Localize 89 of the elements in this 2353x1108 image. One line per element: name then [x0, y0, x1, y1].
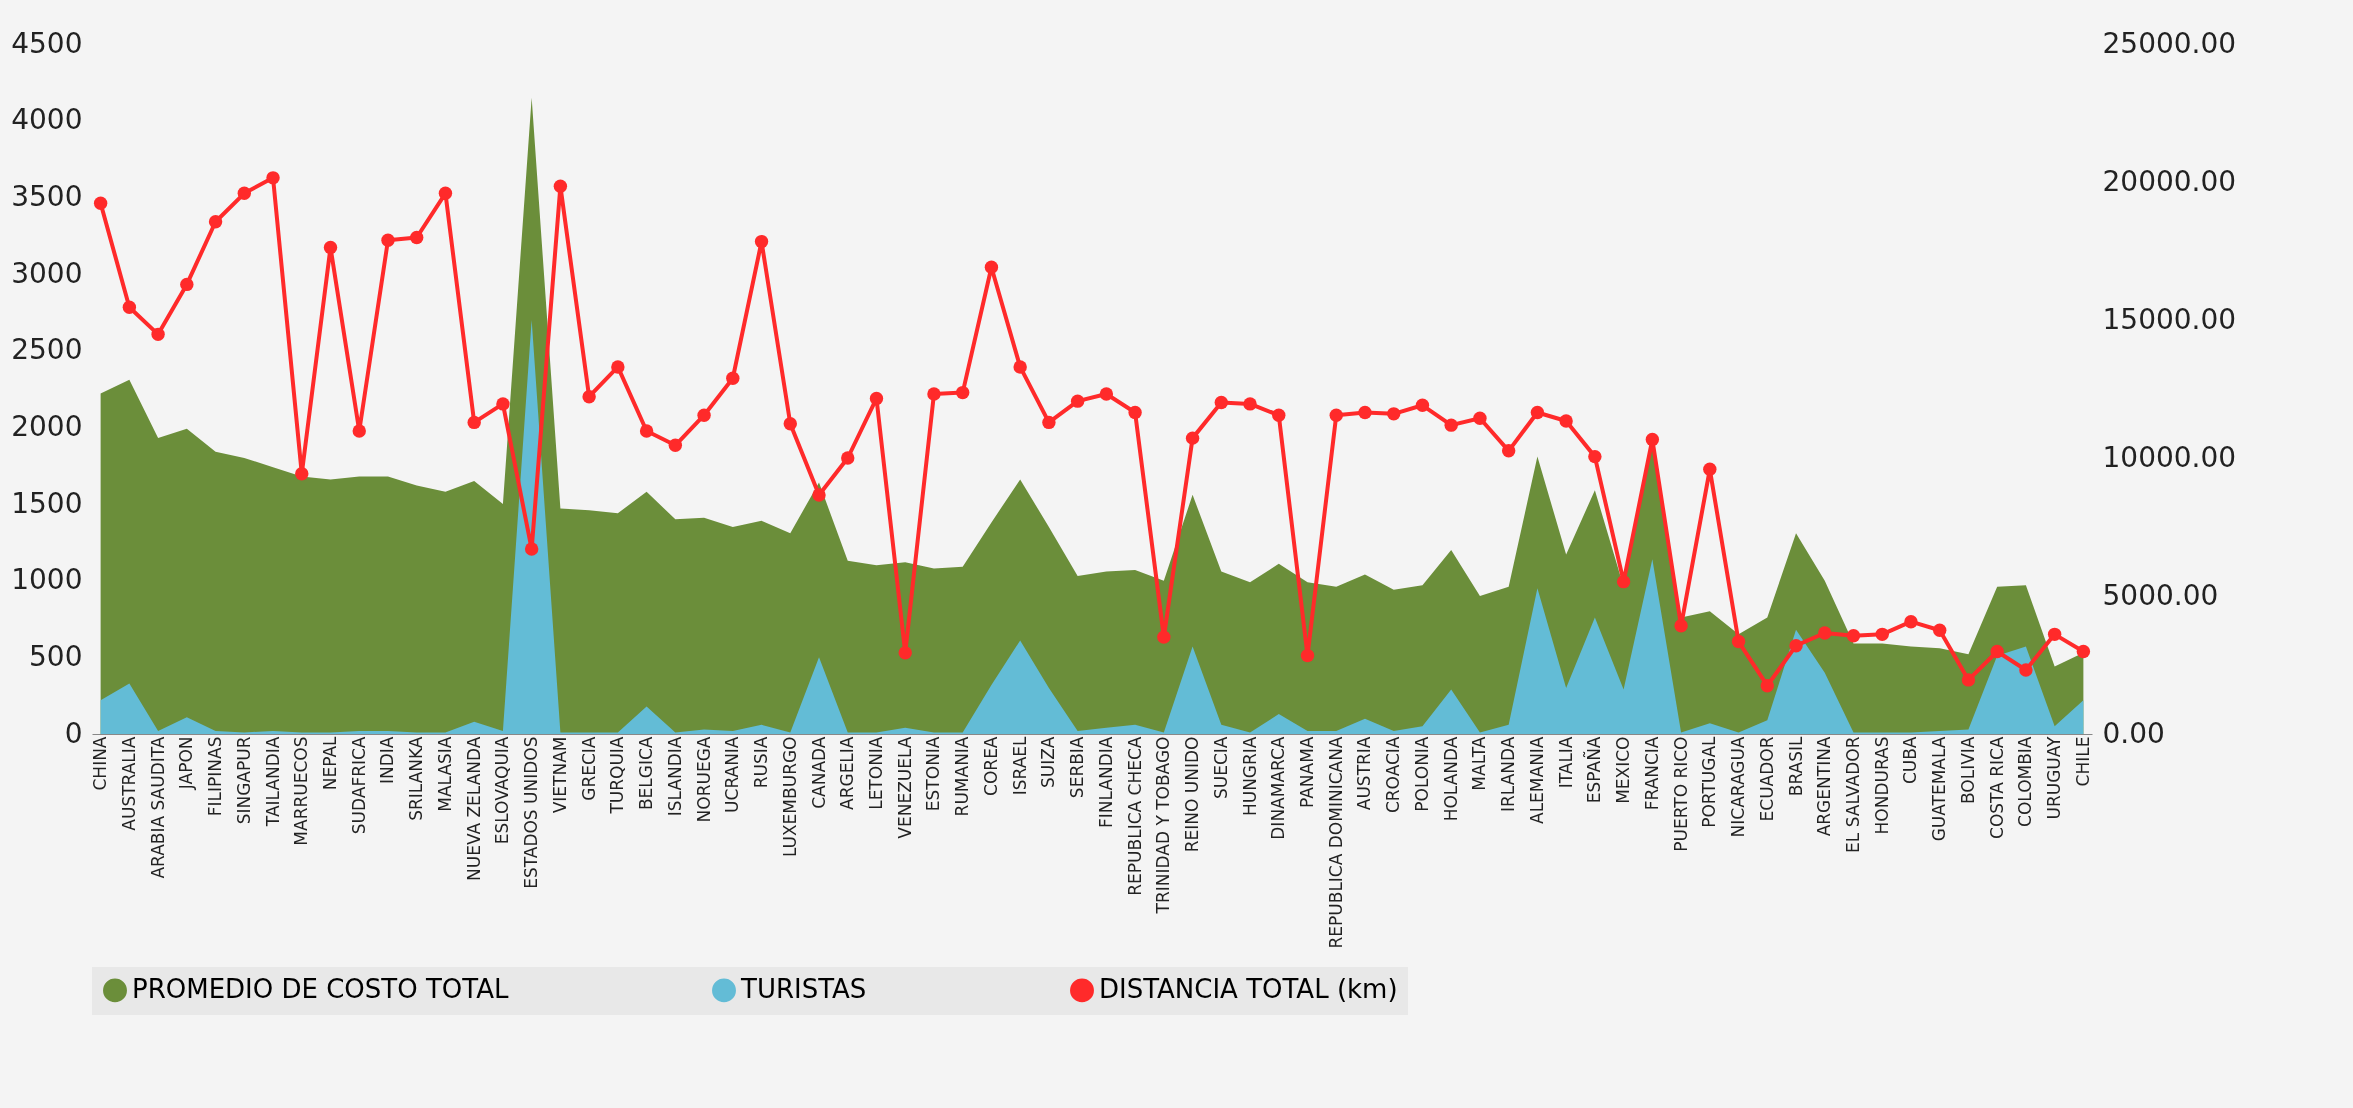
- x-tick-label: NORUEGA: [693, 736, 714, 823]
- y-tick-label: 1000: [11, 563, 83, 597]
- x-tick-label: ITALIA: [1555, 736, 1576, 789]
- x-tick-label: MEXICO: [1613, 736, 1634, 804]
- y-tick-label: 0: [64, 716, 83, 750]
- x-tick-label: DINAMARCA: [1268, 736, 1289, 840]
- y2-tick-label: 0.00: [2102, 716, 2165, 750]
- x-tick-label: SINGAPUR: [233, 736, 254, 825]
- x-tick-label: ARABIA SAUDITA: [147, 736, 168, 879]
- x-tick-label: SUDAFRICA: [348, 736, 369, 835]
- x-tick-label: FILIPINAS: [205, 736, 226, 817]
- x-tick-label: MARRUECOS: [291, 736, 312, 846]
- x-tick-label: ARGELIA: [837, 736, 858, 810]
- x-tick-label: EL SALVADOR: [1842, 736, 1863, 853]
- x-tick-label: PUERTO RICO: [1670, 736, 1691, 852]
- x-tick-label: REPUBLICA CHECA: [1124, 736, 1145, 896]
- x-tick-label: NEPAL: [320, 735, 341, 791]
- x-tick-label: ECUADOR: [1756, 736, 1777, 822]
- y-tick-label: 4500: [11, 26, 83, 60]
- x-tick-label: RUSIA: [751, 736, 772, 789]
- y-tick-label: 2000: [11, 409, 83, 443]
- x-tick-label: REPUBLICA DOMINICANA: [1325, 736, 1346, 949]
- x-tick-label: REINO UNIDO: [1182, 736, 1203, 853]
- x-tick-label: TRINIDAD Y TOBAGO: [1153, 736, 1174, 915]
- x-tick-label: INDIA: [377, 736, 398, 784]
- x-tick-label: TAILANDIA: [262, 736, 283, 828]
- x-tick-label: ALEMANIA: [1526, 736, 1547, 824]
- x-tick-label: SUECIA: [1210, 736, 1231, 799]
- x-tick-label: POLONIA: [1411, 736, 1432, 812]
- x-tick-label: RUMANIA: [952, 736, 973, 817]
- x-tick-label: AUSTRALIA: [118, 736, 139, 831]
- x-tick-label: CUBA: [1900, 736, 1921, 785]
- x-tick-label: BELGICA: [636, 736, 657, 811]
- y2-tick-label: 10000.00: [2102, 440, 2237, 474]
- x-tick-label: ISLANDIA: [664, 736, 685, 817]
- legend-label: DISTANCIA TOTAL (km): [1099, 974, 1398, 1005]
- legend-label: PROMEDIO DE COSTO TOTAL: [132, 974, 509, 1005]
- y-tick-label: 1500: [11, 486, 83, 520]
- y-tick-label: 2500: [11, 333, 83, 367]
- x-tick-label: LUXEMBURGO: [779, 736, 800, 858]
- x-tick-label: COSTA RICA: [1986, 736, 2007, 839]
- x-tick-label: HOLANDA: [1440, 736, 1461, 822]
- x-tick-label: BRASIL: [1785, 735, 1806, 797]
- x-tick-label: GUATEMALA: [1929, 736, 1950, 842]
- x-tick-label: VENEZUELA: [894, 736, 915, 839]
- y2-tick-label: 15000.00: [2102, 302, 2237, 336]
- x-tick-label: MALTA: [1469, 736, 1490, 791]
- x-tick-label: COREA: [980, 736, 1001, 796]
- x-tick-label: NUEVA ZELANDA: [463, 736, 484, 881]
- x-tick-label: MALASIA: [434, 736, 455, 812]
- y2-tick-label: 20000.00: [2102, 164, 2237, 198]
- x-tick-label: CROACIA: [1383, 736, 1404, 814]
- x-tick-label: COLOMBIA: [2015, 736, 2036, 827]
- legend-label: TURISTAS: [740, 974, 867, 1005]
- y-tick-label: 4000: [11, 103, 83, 137]
- x-tick-label: VIETNAM: [549, 736, 570, 814]
- x-tick-label: LETONIA: [865, 736, 886, 810]
- x-tick-label: FINLANDIA: [1095, 736, 1116, 828]
- x-tick-label: TURQUIA: [607, 736, 628, 815]
- x-tick-label: UCRANIA: [722, 736, 743, 813]
- x-tick-label: ESTONIA: [923, 736, 944, 812]
- x-tick-label: SERBIA: [1067, 736, 1088, 799]
- x-tick-label: CHILE: [2072, 736, 2093, 787]
- x-tick-label: HUNGRIA: [1239, 736, 1260, 817]
- x-tick-label: GRECIA: [578, 736, 599, 801]
- x-tick-label: ISRAEL: [1009, 735, 1030, 796]
- x-tick-label: AUSTRIA: [1354, 736, 1375, 811]
- x-tick-label: ESTADOS UNIDOS: [521, 736, 542, 889]
- x-tick-label: CANADA: [808, 736, 829, 809]
- x-tick-label: PANAMA: [1297, 736, 1318, 808]
- y2-tick-label: 25000.00: [2102, 26, 2237, 60]
- x-tick-label: URUGUAY: [2044, 735, 2065, 820]
- x-tick-label: PORTUGAL: [1699, 735, 1720, 828]
- x-tick-label: HONDURAS: [1871, 736, 1892, 835]
- x-tick-label: ESPAÑA: [1583, 736, 1605, 804]
- y-tick-label: 3500: [11, 179, 83, 213]
- x-tick-label: FRANCIA: [1641, 736, 1662, 811]
- y-tick-label: 500: [29, 639, 83, 673]
- x-tick-label: BOLIVIA: [1957, 736, 1978, 805]
- x-tick-label: JAPON: [176, 736, 197, 791]
- y-tick-label: 3000: [11, 256, 83, 290]
- x-tick-label: SUIZA: [1038, 736, 1059, 789]
- x-tick-label: ARGENTINA: [1814, 736, 1835, 837]
- x-tick-label: NICARAGUA: [1728, 736, 1749, 838]
- x-tick-label: SRILANKA: [406, 736, 427, 821]
- x-tick-label: IRLANDA: [1498, 736, 1519, 812]
- y2-tick-label: 5000.00: [2102, 578, 2219, 612]
- x-tick-label: CHINA: [90, 736, 111, 791]
- x-tick-label: ESLOVAQUIA: [492, 736, 513, 845]
